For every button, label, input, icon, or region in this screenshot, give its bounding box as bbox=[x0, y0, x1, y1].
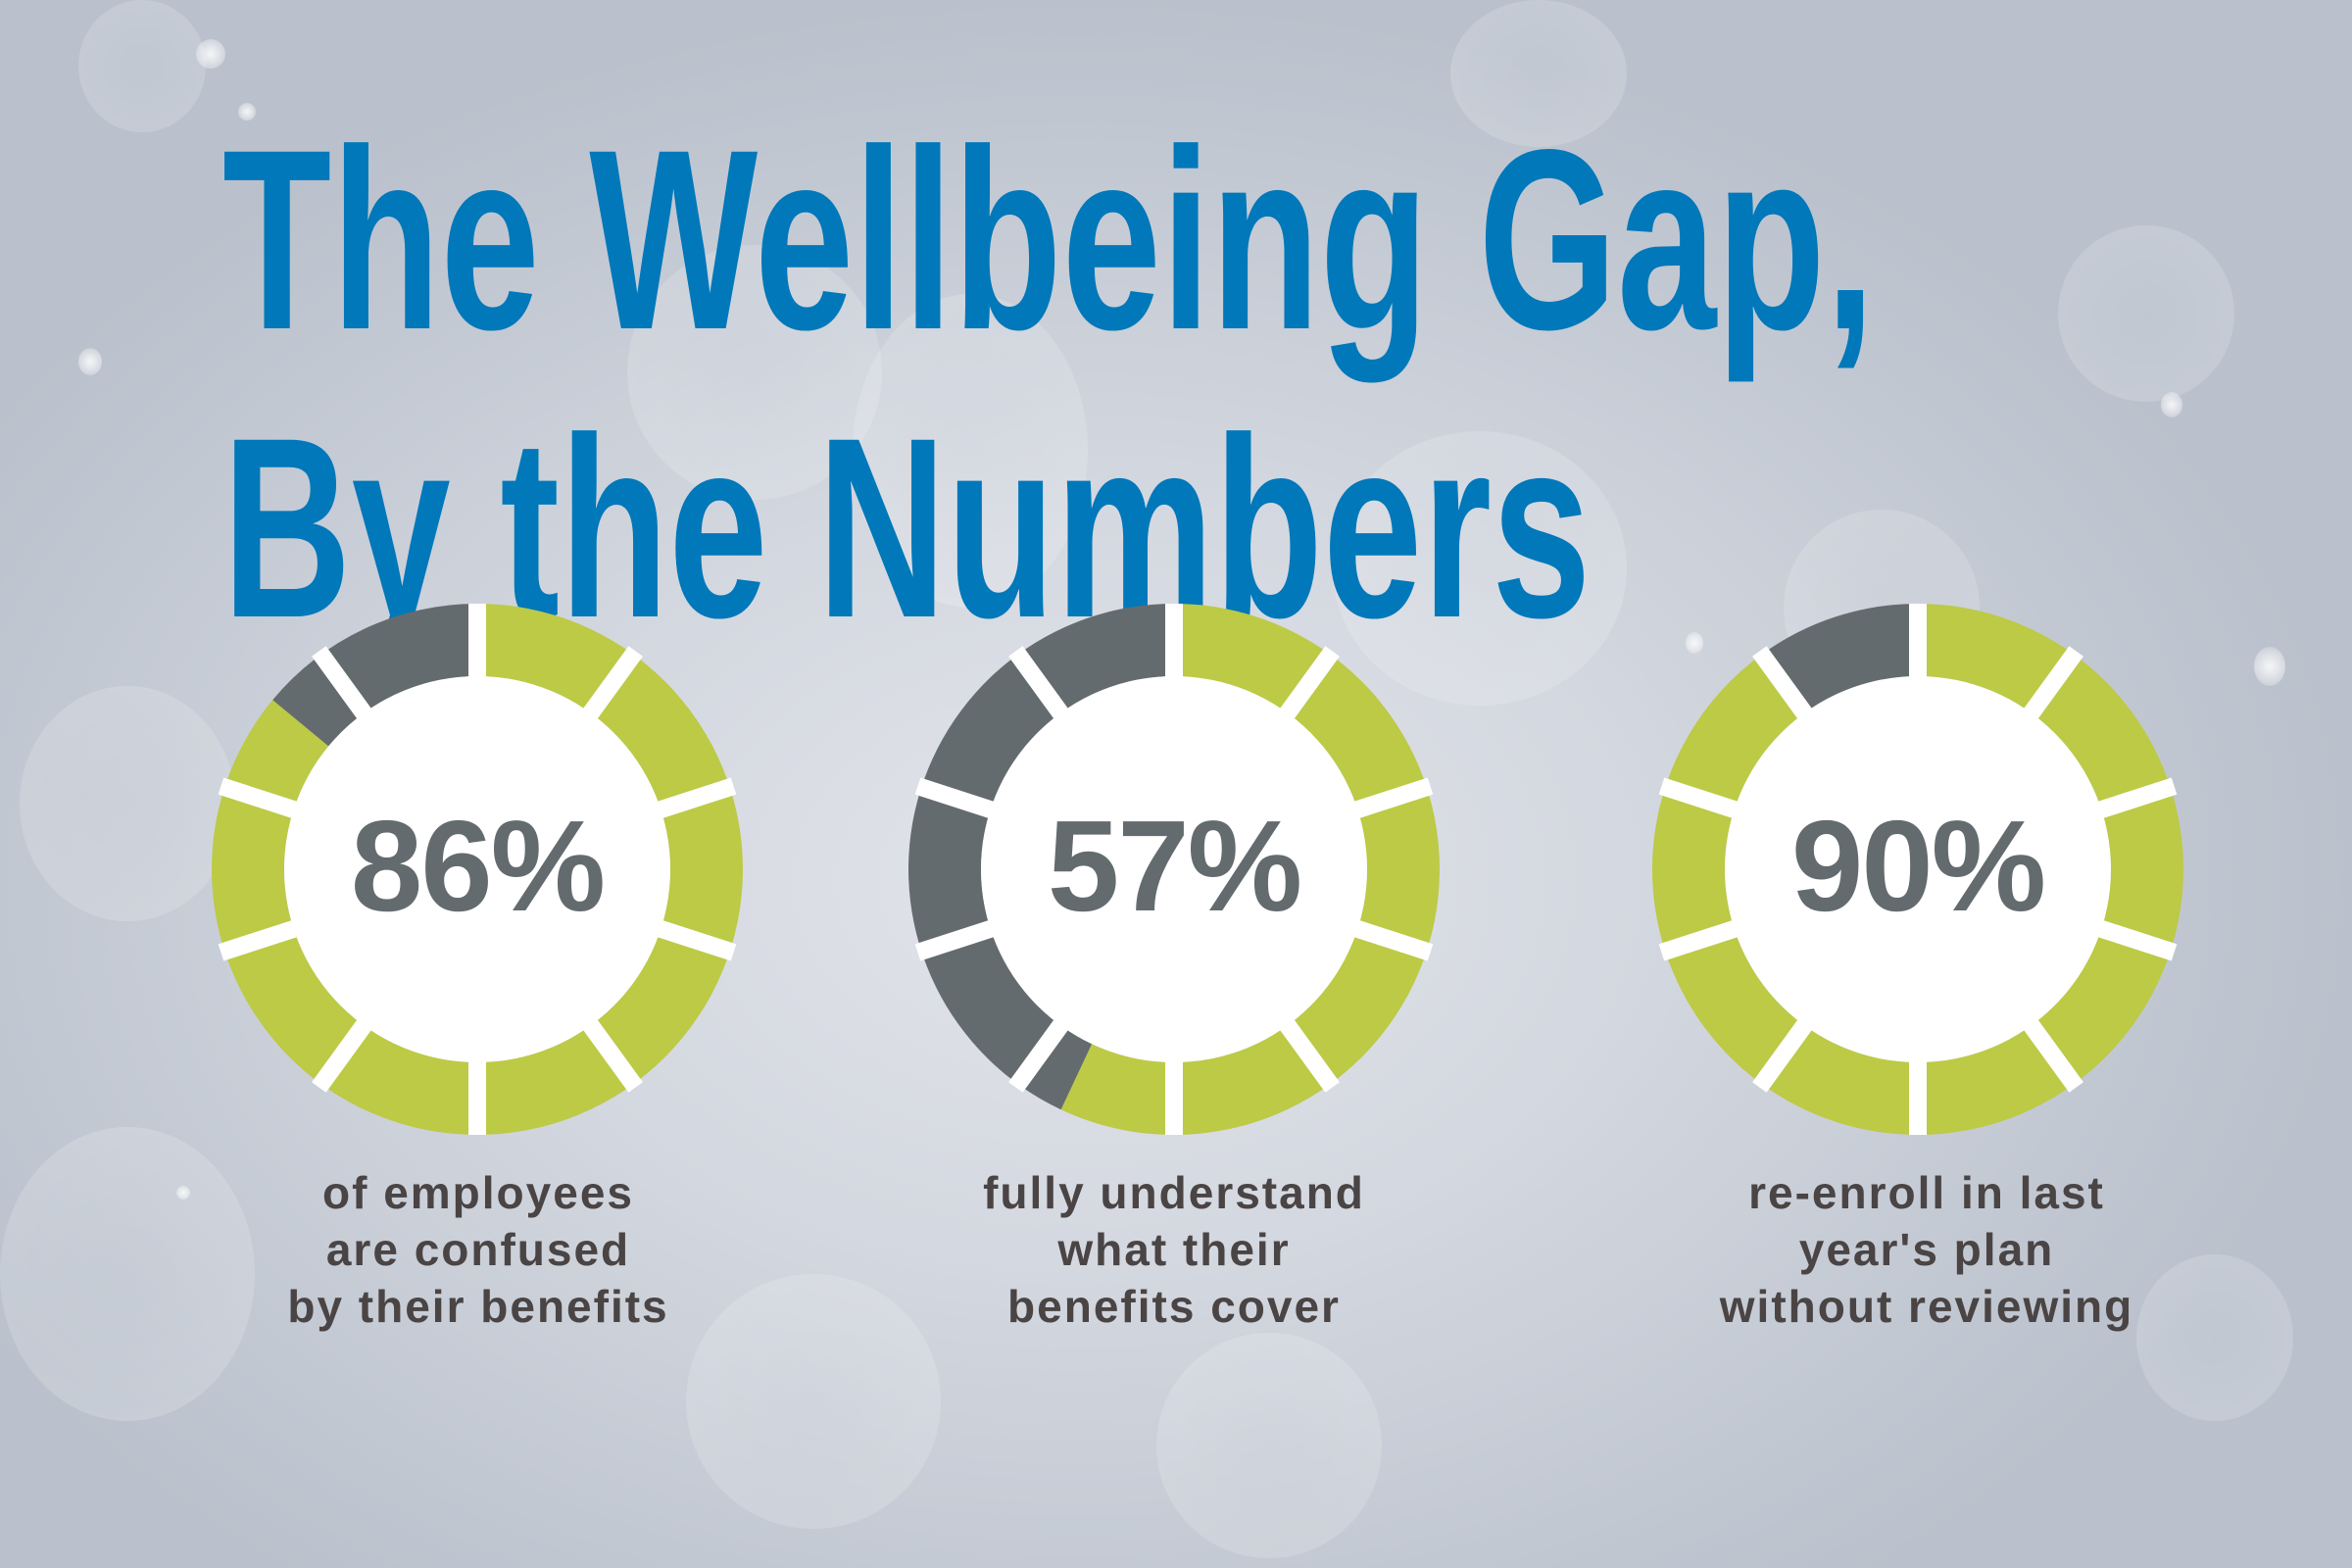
segment-gap bbox=[312, 646, 373, 722]
segment-gap bbox=[581, 1016, 643, 1093]
segment-gap bbox=[1278, 1016, 1340, 1093]
description-line: by their benefits bbox=[287, 1281, 669, 1332]
bokeh-circle bbox=[78, 0, 206, 132]
bokeh-circle bbox=[196, 39, 225, 69]
segment-gap bbox=[1008, 1016, 1070, 1093]
donut-filled-arc bbox=[1174, 604, 1440, 1135]
segment-gap bbox=[1658, 777, 1741, 819]
description-line: benefits cover bbox=[1007, 1281, 1341, 1332]
bokeh-circle bbox=[2161, 392, 2182, 417]
donut-filled-arc bbox=[477, 604, 743, 1135]
segment-gap bbox=[2022, 1016, 2083, 1093]
segment-gap bbox=[654, 919, 737, 961]
donut-center bbox=[284, 676, 670, 1062]
donut-filled-arc bbox=[1060, 1044, 1174, 1135]
stat-donut-90: 90% bbox=[1652, 604, 2183, 1135]
segment-gap bbox=[1008, 646, 1070, 722]
segment-gap bbox=[581, 646, 643, 722]
donut-remainder-arc bbox=[908, 604, 1174, 1110]
description-line: are confused bbox=[325, 1224, 631, 1275]
description-line: of employees bbox=[322, 1167, 634, 1218]
segment-gap bbox=[2022, 646, 2083, 722]
segment-gap bbox=[218, 919, 301, 961]
stat-description: re-enroll in last year's plan without re… bbox=[1613, 1164, 2240, 1335]
description-line: what their bbox=[1057, 1224, 1291, 1275]
page-title-line-1: The Wellbeing Gap, bbox=[222, 96, 1876, 383]
stat-donut-57: 57% bbox=[908, 604, 1440, 1135]
description-line: re-enroll in last bbox=[1748, 1167, 2105, 1218]
description-line: year's plan bbox=[1798, 1224, 2055, 1275]
donut-remainder-arc bbox=[272, 604, 477, 747]
segment-gap bbox=[2094, 919, 2178, 961]
segmented-donut-chart bbox=[212, 604, 743, 1135]
stat-donut-86: 86% bbox=[212, 604, 743, 1135]
segment-gap bbox=[1350, 777, 1434, 819]
segment-gap bbox=[654, 777, 737, 819]
segment-gap bbox=[1658, 919, 1741, 961]
description-line: fully understand bbox=[983, 1167, 1365, 1218]
donut-filled-arc bbox=[1918, 604, 2183, 1135]
segment-gap bbox=[1278, 646, 1340, 722]
bokeh-circle bbox=[2058, 225, 2234, 402]
segment-gap bbox=[2094, 777, 2178, 819]
segment-gap bbox=[914, 777, 998, 819]
donut-filled-arc bbox=[1652, 654, 1918, 1135]
segment-gap bbox=[1752, 646, 1814, 722]
percent-label: 90% bbox=[1790, 793, 2046, 938]
segment-gap bbox=[218, 777, 301, 819]
segment-gap bbox=[1350, 919, 1434, 961]
donut-remainder-arc bbox=[1761, 604, 1918, 713]
percent-label: 57% bbox=[1047, 793, 1302, 938]
segmented-donut-chart bbox=[908, 604, 1440, 1135]
donut-center bbox=[1725, 676, 2111, 1062]
stat-description: of employees are confused by their benef… bbox=[165, 1164, 792, 1335]
segmented-donut-chart bbox=[1652, 604, 2183, 1135]
bokeh-circle bbox=[2254, 647, 2285, 686]
percent-label: 86% bbox=[350, 793, 606, 938]
description-line: without reviewing bbox=[1719, 1281, 2134, 1332]
bokeh-circle bbox=[20, 686, 235, 921]
bokeh-circle bbox=[78, 348, 102, 375]
donut-center bbox=[981, 676, 1367, 1062]
segment-gap bbox=[914, 919, 998, 961]
stat-description: fully understand what their benefits cov… bbox=[860, 1164, 1488, 1335]
segment-gap bbox=[312, 1016, 373, 1093]
segment-gap bbox=[1752, 1016, 1814, 1093]
bokeh-circle bbox=[1156, 1333, 1382, 1558]
